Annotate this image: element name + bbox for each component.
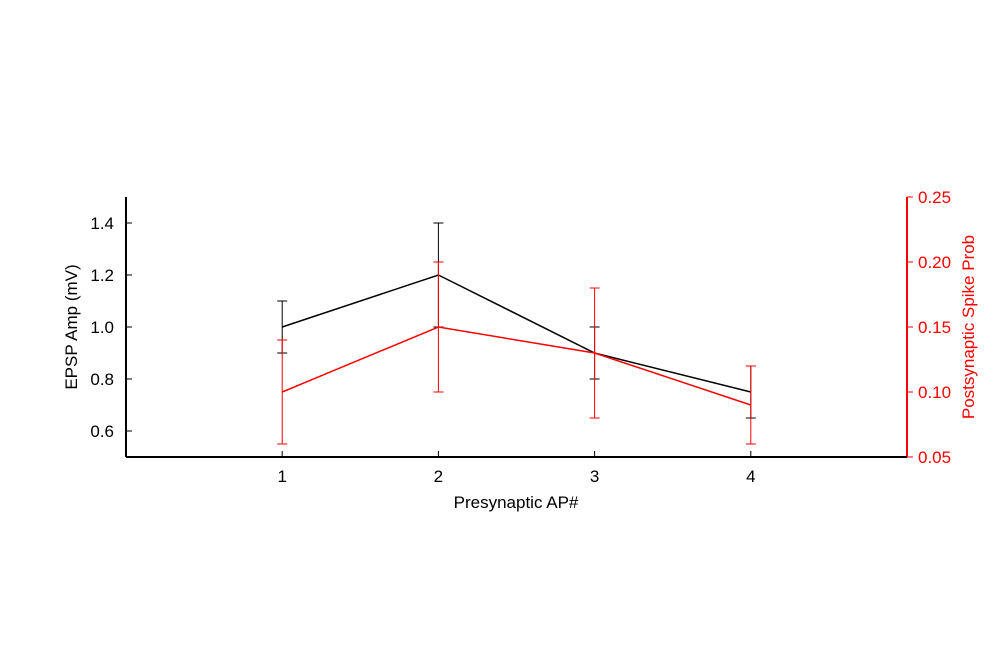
right-y-tick-label-4: 0.25 (918, 188, 951, 207)
right-y-tick-label-0: 0.05 (918, 448, 951, 467)
series-0-line (281, 274, 751, 393)
series-0 (277, 222, 756, 419)
right-y-tick-label-2: 0.15 (918, 318, 951, 337)
x-tick-label-2: 3 (590, 467, 599, 486)
left-y-tick-label-4: 1.4 (90, 214, 114, 233)
x-tick-label-0: 1 (277, 467, 286, 486)
left-y-axis-title: EPSP Amp (mV) (62, 264, 81, 389)
series-1 (277, 261, 756, 445)
series-layer (277, 222, 756, 445)
right-y-axis: 0.05 0.10 0.15 0.20 0.25 (906, 188, 951, 467)
left-y-tick-label-3: 1.2 (90, 266, 114, 285)
left-y-tick-label-2: 1.0 (90, 318, 114, 337)
right-y-axis-title: Postsynaptic Spike Prob (959, 235, 978, 419)
x-tick-label-3: 4 (746, 467, 755, 486)
right-y-tick-label-1: 0.10 (918, 383, 951, 402)
x-axis: 1 2 3 4 (126, 451, 907, 486)
left-y-tick-label-0: 0.6 (90, 422, 114, 441)
x-axis-title: Presynaptic AP# (454, 493, 579, 512)
series-1-line (281, 326, 752, 406)
right-y-tick-label-3: 0.20 (918, 253, 951, 272)
left-y-axis: 0.6 0.8 1.0 1.2 1.4 (90, 197, 132, 457)
x-tick-label-1: 2 (434, 467, 443, 486)
left-y-tick-label-1: 0.8 (90, 370, 114, 389)
